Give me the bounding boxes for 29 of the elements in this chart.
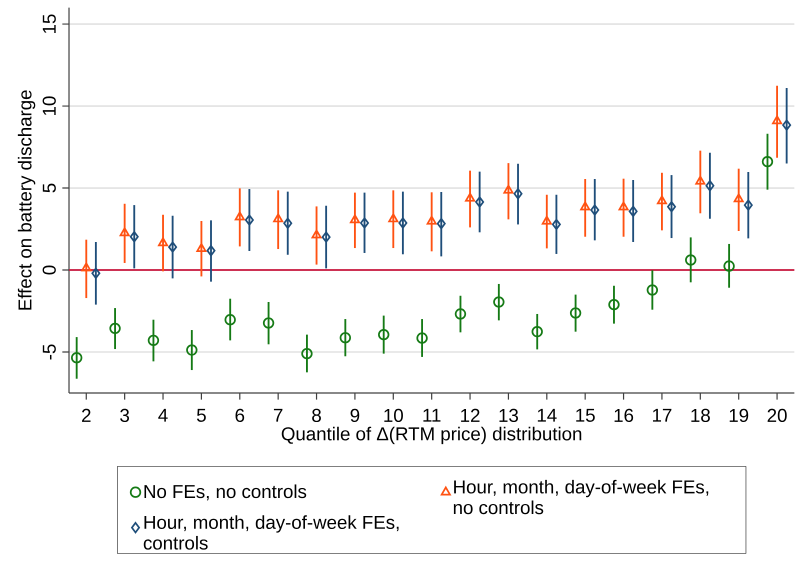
x-tick-label: 11 bbox=[423, 408, 440, 422]
y-tick-label: 5 bbox=[42, 184, 56, 192]
x-tick-label: 2 bbox=[82, 408, 91, 422]
x-tick-label: 5 bbox=[196, 408, 206, 422]
x-tick-label: 10 bbox=[384, 408, 403, 422]
y-tick-label: 0 bbox=[42, 266, 56, 274]
x-tick-label: 6 bbox=[236, 408, 244, 422]
x-tick-label: 4 bbox=[158, 408, 168, 422]
x-tick-label: 18 bbox=[691, 408, 710, 422]
y-tick-label: 15 bbox=[42, 14, 56, 34]
x-tick-label: 3 bbox=[120, 408, 130, 422]
x-tick-label: 13 bbox=[499, 408, 518, 422]
x-axis-title: Quantile of Δ(RTM price) distribution bbox=[282, 426, 582, 444]
x-tick-label: 8 bbox=[312, 408, 321, 422]
legend-label: Hour, month, day-of-week FEs, no controls bbox=[454, 480, 708, 514]
x-tick-label: 19 bbox=[730, 408, 748, 422]
x-tick-label: 7 bbox=[274, 408, 282, 422]
x-tick-label: 14 bbox=[538, 408, 557, 422]
y-tick-label: 10 bbox=[42, 96, 56, 116]
x-tick-label: 17 bbox=[652, 408, 672, 422]
x-tick-label: 16 bbox=[614, 408, 634, 422]
x-tick-label: 20 bbox=[768, 408, 787, 422]
y-tick-label: -5 bbox=[42, 344, 56, 360]
legend-label: Hour, month, day-of-week FEs, controls bbox=[144, 515, 399, 550]
x-tick-label: 9 bbox=[350, 408, 360, 422]
x-tick-label: 15 bbox=[576, 408, 595, 422]
x-tick-label: 12 bbox=[461, 408, 480, 422]
legend-label: No FEs, no controls bbox=[144, 484, 306, 500]
y-axis-title: Effect on battery discharge bbox=[18, 90, 36, 310]
